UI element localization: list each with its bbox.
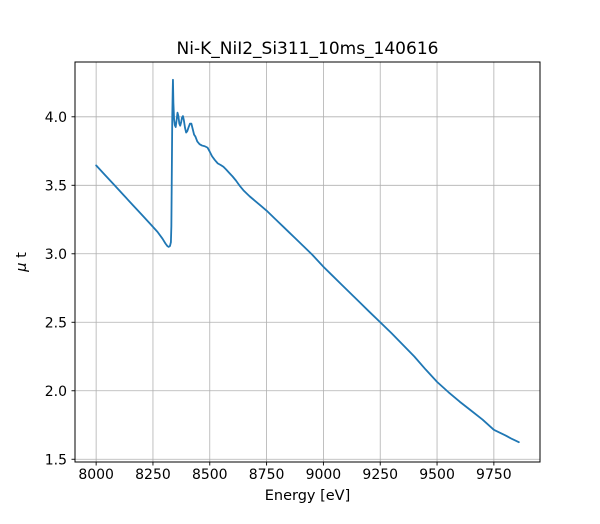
y-tick-label: 1.5 [45,452,67,468]
x-tick-label: 8000 [78,467,114,483]
x-axis-label: Energy [eV] [265,488,351,504]
y-tick-label: 2.0 [45,384,67,400]
x-tick-label: 8500 [192,467,228,483]
spectrum-line [95,78,520,444]
x-tick-label: 9750 [476,467,512,483]
x-tick-label: 9000 [306,467,342,483]
x-tick-label: 9250 [362,467,398,483]
axis-ticks [71,116,495,466]
axis-tick-labels: 8000 8250 8500 8750 9000 9250 9500 9750 1.5 2.0 2.… [45,110,512,483]
x-tick-label: 9500 [419,467,455,483]
x-tick-label: 8250 [135,467,171,483]
y-axis-label-t: t [14,252,30,263]
y-axis-label-mu: μ [14,263,30,273]
axes-frame [74,61,541,463]
y-axis-label: μ t [14,252,30,273]
y-tick-label: 3.0 [45,247,67,263]
x-tick-label: 8750 [249,467,285,483]
grid-lines [75,62,540,462]
y-tick-label: 3.5 [45,178,67,194]
chart-title: Ni-K_NiI2_Si311_10ms_140616 [177,39,439,59]
y-tick-label: 2.5 [45,315,67,331]
y-tick-label: 4.0 [45,110,67,126]
